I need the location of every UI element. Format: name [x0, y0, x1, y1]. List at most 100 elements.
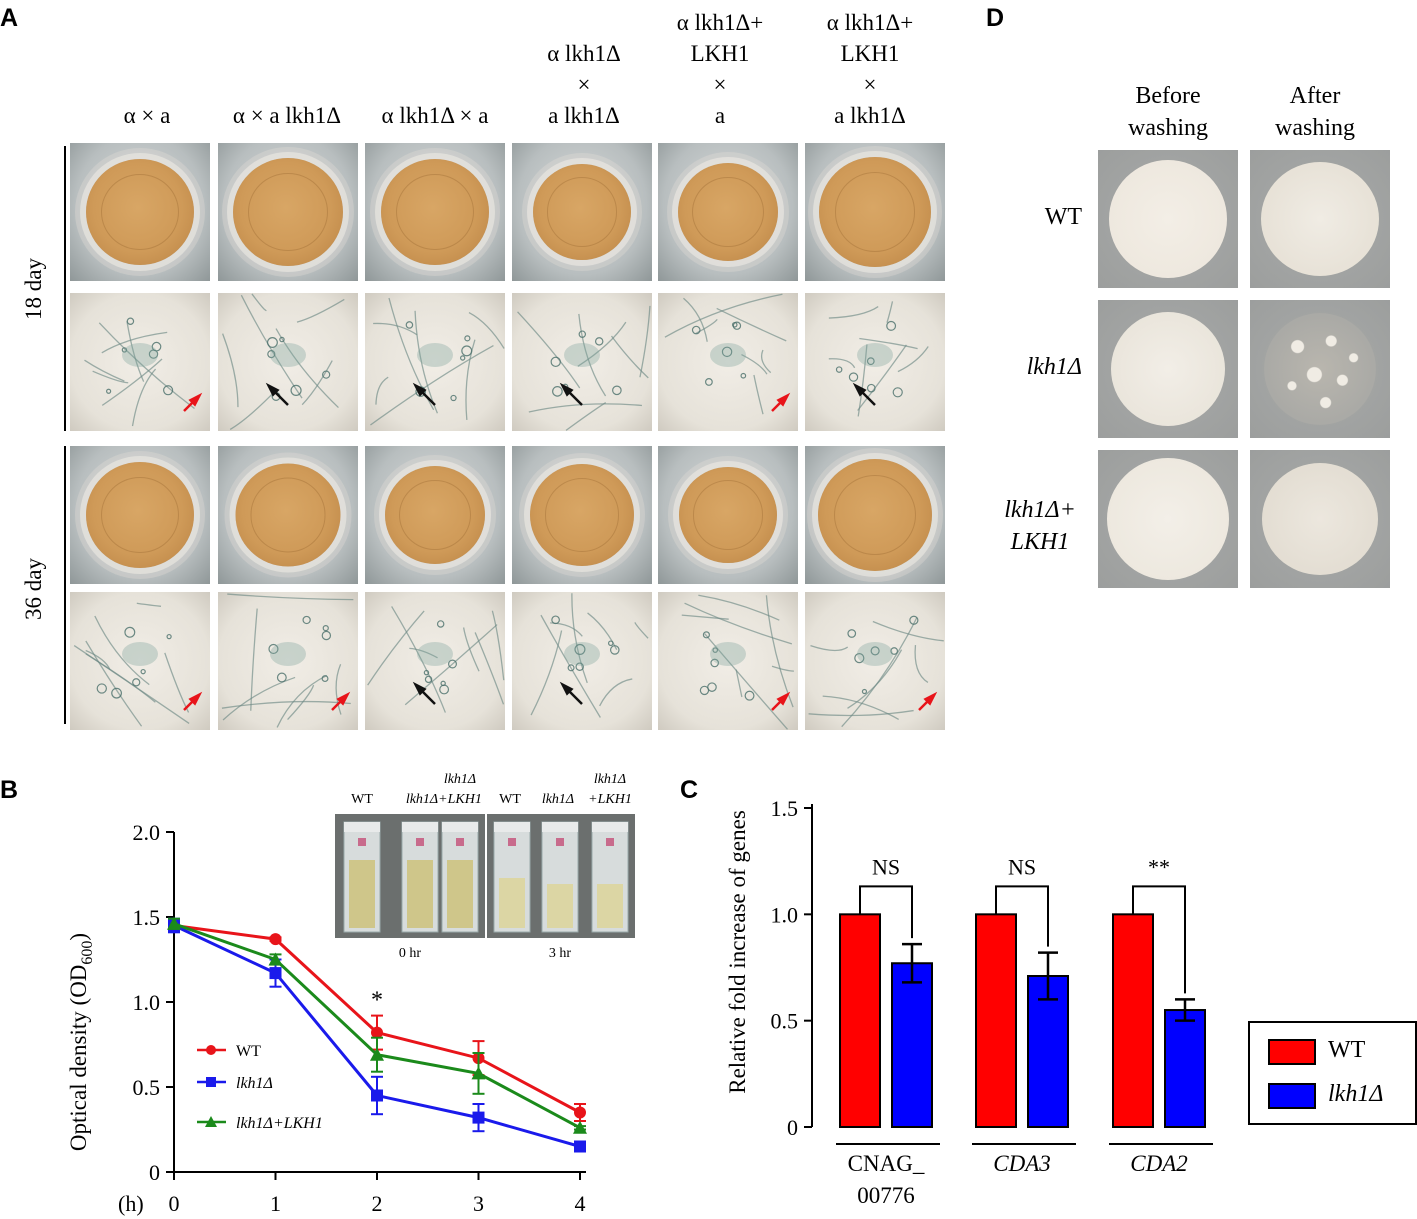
y-tick-label: 2.0 [133, 820, 161, 845]
y-axis-title: Relative fold increase of genes [725, 810, 750, 1094]
data-point [574, 1106, 586, 1119]
error-bar [1175, 998, 1195, 1022]
legend-label: WT [236, 1043, 261, 1060]
legend-swatch [1268, 1083, 1316, 1109]
colony [233, 158, 343, 266]
red-arrow [771, 392, 791, 412]
inset-label: +LKH1 [438, 792, 482, 807]
legend-label: lkh1Δ+LKH1 [236, 1115, 323, 1132]
colony-photo [512, 446, 652, 584]
cuvette [591, 821, 629, 933]
inset-label: +LKH1 [588, 792, 632, 807]
black-arrow [265, 382, 289, 406]
x-tick-label: 1 [270, 1191, 281, 1216]
hyphae [808, 615, 944, 728]
cuvette [401, 821, 439, 933]
colony [86, 159, 194, 265]
inset-label: WT [351, 792, 373, 807]
colony [235, 463, 341, 567]
black-arrow [412, 382, 436, 406]
row-bracket-36 [64, 446, 66, 724]
x-tick-label: 2 [372, 1191, 383, 1216]
significance-bracket [859, 885, 913, 939]
y-tick-label: 0.5 [771, 1009, 799, 1034]
colony-photo [365, 446, 505, 584]
inset-label: lkh1Δ [406, 792, 438, 807]
legend-label: lkh1Δ [1328, 1081, 1384, 1107]
red-arrow [183, 392, 203, 412]
data-point [472, 1111, 485, 1124]
category-label: CDA3 [993, 1151, 1051, 1176]
colony-photo [70, 143, 210, 281]
cuvette [343, 821, 381, 933]
x-axis-unit: (h) [118, 1191, 144, 1216]
colony [679, 467, 777, 563]
colony [86, 462, 194, 568]
x-tick-label: 0 [169, 1191, 180, 1216]
micrograph-photo [218, 293, 358, 431]
colony [530, 464, 634, 566]
y-tick-label: 1.5 [133, 905, 161, 930]
y-tick-label: 1.0 [133, 990, 161, 1015]
colony-photo [512, 143, 652, 281]
red-arrow [771, 691, 791, 711]
significance-bracket [1132, 885, 1186, 994]
hyphae [84, 317, 203, 427]
spot-photo [1250, 450, 1390, 588]
column-header-before: Before washing [1128, 83, 1208, 141]
y-axis-title-text: Optical density (OD [66, 965, 91, 1152]
spot-photo [1250, 300, 1390, 438]
micrograph-photo [70, 293, 210, 431]
column-header: α lkh1Δ × a lkh1Δ [547, 41, 621, 128]
red-arrow [918, 691, 938, 711]
error-bar [902, 942, 922, 984]
bar-chart: Relative fold increase of genes 0 0.5 1.0 1… [725, 796, 1213, 1208]
significance-label: NS [872, 854, 900, 879]
category-label: CNAG_ [848, 1151, 925, 1176]
colony-photo [218, 143, 358, 281]
column-header: α lkh1Δ+ LKH1 × a lkh1Δ [826, 10, 914, 128]
colony [381, 159, 489, 265]
micrograph-photo [512, 293, 652, 431]
colony-photo [805, 143, 945, 281]
series-1 [168, 917, 586, 1153]
black-arrow [559, 382, 583, 406]
data-point [471, 1066, 486, 1080]
micrograph-photo [70, 592, 210, 730]
legend: WT lkh1Δ [1248, 1021, 1417, 1125]
spot-photo [1098, 450, 1238, 588]
bar-1 [1027, 975, 1069, 1128]
inset-label: lkh1Δ [444, 772, 476, 787]
red-arrow [331, 691, 351, 711]
hyphae [73, 602, 203, 727]
legend-label: WT [1328, 1037, 1366, 1063]
row-label-18-day: 18 day [21, 258, 46, 320]
hyphae [517, 305, 651, 431]
legend-marker [205, 1116, 217, 1127]
x-tick-label: 4 [575, 1191, 586, 1216]
micrograph-photo [512, 592, 652, 730]
inset-time-label: 3 hr [549, 946, 572, 961]
data-point [268, 952, 283, 966]
bar-0 [839, 913, 881, 1128]
black-arrow [412, 681, 436, 705]
legend-marker [206, 1045, 216, 1055]
significance-bracket [995, 885, 1049, 947]
panel-label-c: C [680, 776, 699, 804]
bar-1 [891, 962, 933, 1128]
column-header: α lkh1Δ × a [381, 103, 489, 128]
y-tick-label: 1.5 [771, 796, 799, 821]
bar-1 [1164, 1009, 1206, 1129]
error-bar [1038, 951, 1058, 1001]
hyphae [222, 293, 345, 430]
micrograph-photo [365, 592, 505, 730]
bar-0 [1112, 913, 1154, 1128]
cuvette-inset [335, 814, 635, 938]
significance-marker: * [371, 988, 383, 1014]
red-arrow [183, 691, 203, 711]
cuvette [441, 821, 479, 933]
column-header: α lkh1Δ+ LKH1 × a [676, 10, 764, 128]
legend: WT lkh1Δ lkh1Δ+LKH1 [197, 1043, 323, 1132]
data-point [269, 967, 282, 980]
micrograph-photo [365, 293, 505, 431]
